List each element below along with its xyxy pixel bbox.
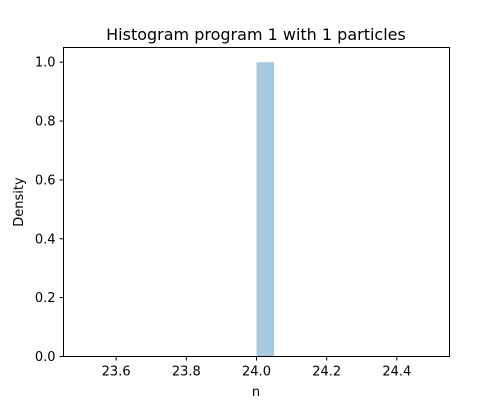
y-axis-title: Density (12, 177, 27, 227)
bars-layer (256, 62, 275, 357)
x-tick-label: 23.6 (102, 365, 131, 380)
x-tick-label: 24.2 (312, 365, 341, 380)
histogram-bar-0 (256, 62, 275, 357)
y-tick-label: 0.8 (35, 115, 56, 130)
y-tick-label: 0.6 (35, 173, 56, 188)
y-tick-label: 0.2 (35, 291, 56, 306)
y-tick-label: 0.4 (35, 232, 56, 247)
x-axis-ticks: 23.6 23.8 24.0 24.2 24.4 (102, 356, 411, 380)
x-tick-label: 24.0 (242, 365, 271, 380)
x-tick-label: 23.8 (172, 365, 201, 380)
x-tick-label: 24.4 (382, 365, 411, 380)
y-tick-label: 0.0 (35, 350, 56, 365)
y-axis-ticks: 0.0 0.2 0.4 0.6 0.8 1.0 (35, 56, 64, 365)
x-axis-title: n (252, 385, 260, 400)
y-tick-label: 1.0 (35, 56, 56, 71)
chart-title: Histogram program 1 with 1 particles (106, 25, 406, 44)
